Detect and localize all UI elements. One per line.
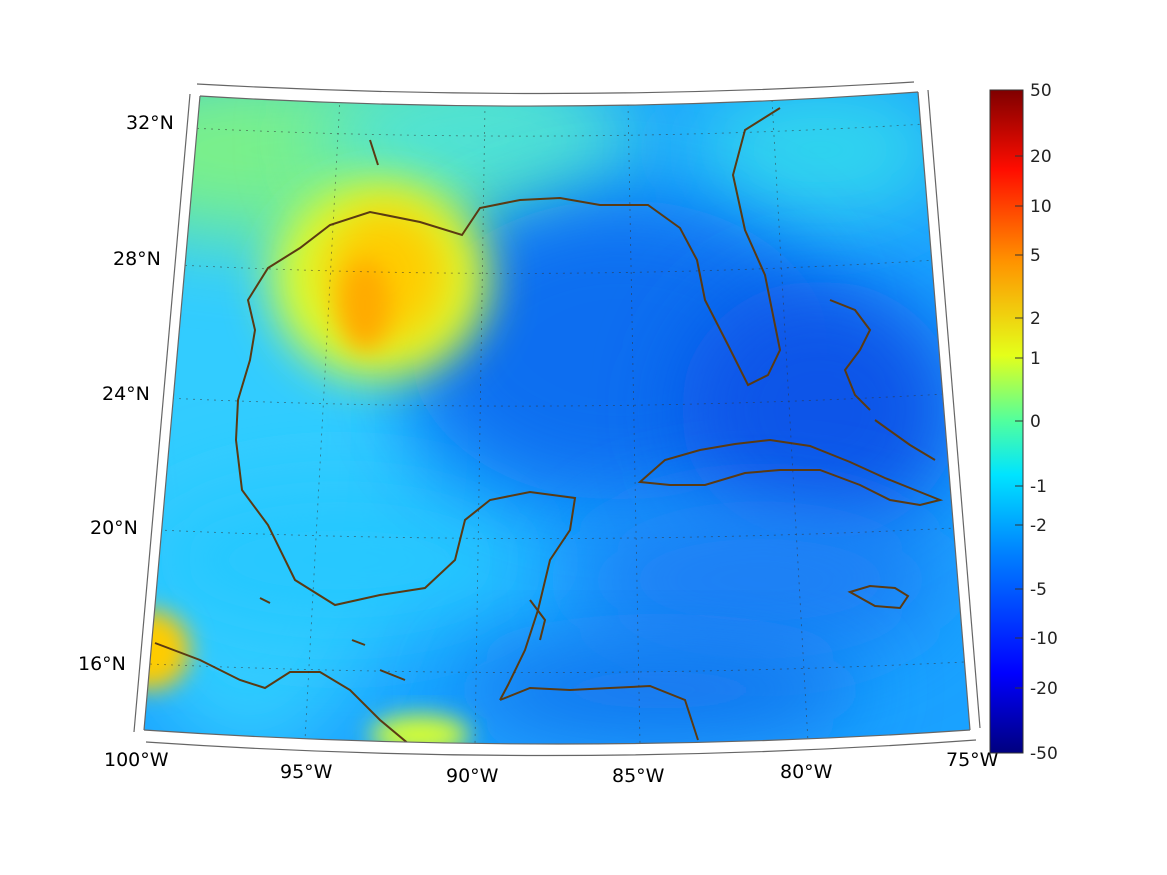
lon-label: 90°W [446,765,499,787]
field-image [144,92,970,744]
colorbar-label: -50 [1030,744,1058,764]
colorbar-label: 1 [1030,349,1041,369]
map-frame [133,81,981,757]
colorbar-label: 50 [1030,81,1052,101]
colorbar-label: -10 [1030,629,1058,649]
lon-label: 100°W [104,749,169,771]
lat-label: 24°N [102,383,150,405]
colorbar-label: -2 [1030,516,1047,536]
lon-label: 80°W [780,761,833,783]
colorbar-label: 5 [1030,246,1041,266]
lon-label: 75°W [946,749,999,771]
graticule [149,97,965,744]
colorbar-label: 20 [1030,147,1052,167]
colorbar-label: 2 [1030,309,1041,329]
coastline [154,107,944,744]
lat-label: 28°N [113,248,161,270]
colorbar-label: -5 [1030,580,1047,600]
colorbar-label: 0 [1030,412,1041,432]
lon-label: 95°W [280,761,333,783]
latitude-labels: 32°N 28°N 24°N 20°N 16°N [78,112,174,675]
lat-label: 20°N [90,517,138,539]
colorbar-label: 10 [1030,197,1052,217]
colorbar-label: -20 [1030,679,1058,699]
lon-label: 85°W [612,765,665,787]
lat-label: 32°N [126,112,174,134]
longitude-labels: 100°W 95°W 90°W 85°W 80°W 75°W [104,749,999,787]
colorbar-label: -1 [1030,477,1047,497]
lat-label: 16°N [78,653,126,675]
